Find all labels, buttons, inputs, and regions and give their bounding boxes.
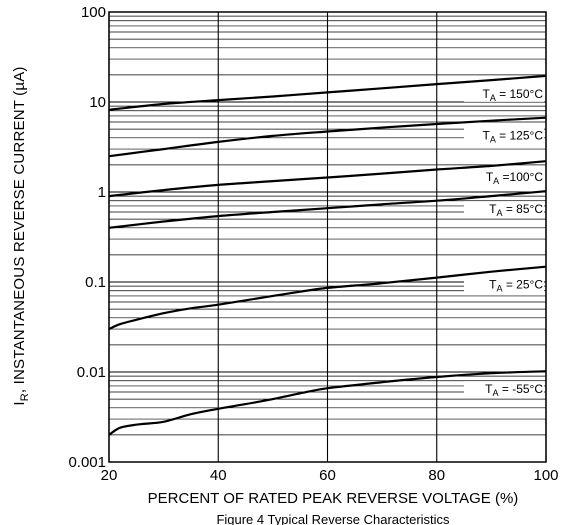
series-label-rest: = 125°C [496, 129, 543, 143]
series-label: TA = 85°C [489, 202, 543, 218]
series-label-bg [464, 169, 544, 186]
y-axis-label-rest: , INSTANTANEOUS REVERSE CURRENT (µA) [11, 66, 28, 393]
figure-caption: Figure 4 Typical Reverse Characteristics [216, 512, 450, 525]
x-axis-label: PERCENT OF RATED PEAK REVERSE VOLTAGE (%… [148, 490, 519, 507]
x-tick-label: 40 [210, 467, 227, 484]
plot-frame [108, 11, 547, 463]
x-tick-label: 80 [428, 467, 445, 484]
y-tick-label: 0.1 [85, 274, 106, 291]
series-label-sub: A [496, 284, 502, 294]
series-label: TA =100°C [486, 170, 544, 186]
x-tick-label: 20 [101, 467, 118, 484]
series-label-sub: A [493, 388, 499, 398]
series-label-main: T [489, 202, 497, 216]
series-label-main: T [489, 278, 497, 292]
series-labels: TA = 150°CTA = 125°CTA =100°CTA = 85°CTA… [464, 85, 544, 398]
series-label-bg [464, 85, 544, 102]
y-tick-label: 10 [89, 94, 106, 111]
series-label-bg [464, 381, 544, 398]
series-label: TA = 125°C [482, 129, 543, 145]
series-label-bg [464, 201, 544, 218]
series-line [108, 74, 547, 111]
series-label-main: T [482, 87, 490, 101]
series-label-main: T [485, 382, 493, 396]
series-curves [108, 74, 547, 436]
series-label: TA = 25°C [489, 278, 543, 294]
series-label-bg [464, 127, 544, 144]
y-tick-label: 100 [81, 4, 106, 21]
series-label: TA = 150°C [482, 87, 543, 103]
series-label-rest: = 25°C [503, 278, 544, 292]
series-label-sub: A [493, 176, 499, 186]
y-tick-label: 0.01 [77, 364, 106, 381]
series-label-rest: = 150°C [496, 87, 543, 101]
series-line [108, 370, 547, 436]
series-label-main: T [482, 129, 490, 143]
series-line [108, 265, 547, 331]
x-tick-labels: 20 40 60 80 100 [101, 467, 559, 484]
y-tick-label: 0.001 [68, 454, 106, 471]
series-label-rest: =100°C [499, 170, 543, 184]
series-label-bg [464, 276, 544, 293]
series-line [108, 190, 547, 229]
series-line [108, 116, 547, 158]
y-axis-label: IR, INSTANTANEOUS REVERSE CURRENT (µA) [11, 66, 31, 405]
series-label-rest: = -55°C [499, 382, 544, 396]
y-axis-label-sub: R [19, 393, 31, 401]
series-label-sub: A [490, 135, 496, 145]
series-line [108, 160, 547, 198]
series-label-main: T [486, 170, 494, 184]
y-tick-label: 1 [98, 184, 106, 201]
y-axis-label-main: I [11, 401, 28, 405]
series-label-sub: A [490, 93, 496, 103]
series-label-rest: = 85°C [503, 202, 544, 216]
series-label: TA = -55°C [485, 382, 543, 398]
y-tick-labels: 100 10 1 0.1 0.01 0.001 [68, 4, 106, 471]
x-tick-label: 100 [533, 467, 558, 484]
series-label-sub: A [496, 208, 502, 218]
x-tick-label: 60 [319, 467, 336, 484]
